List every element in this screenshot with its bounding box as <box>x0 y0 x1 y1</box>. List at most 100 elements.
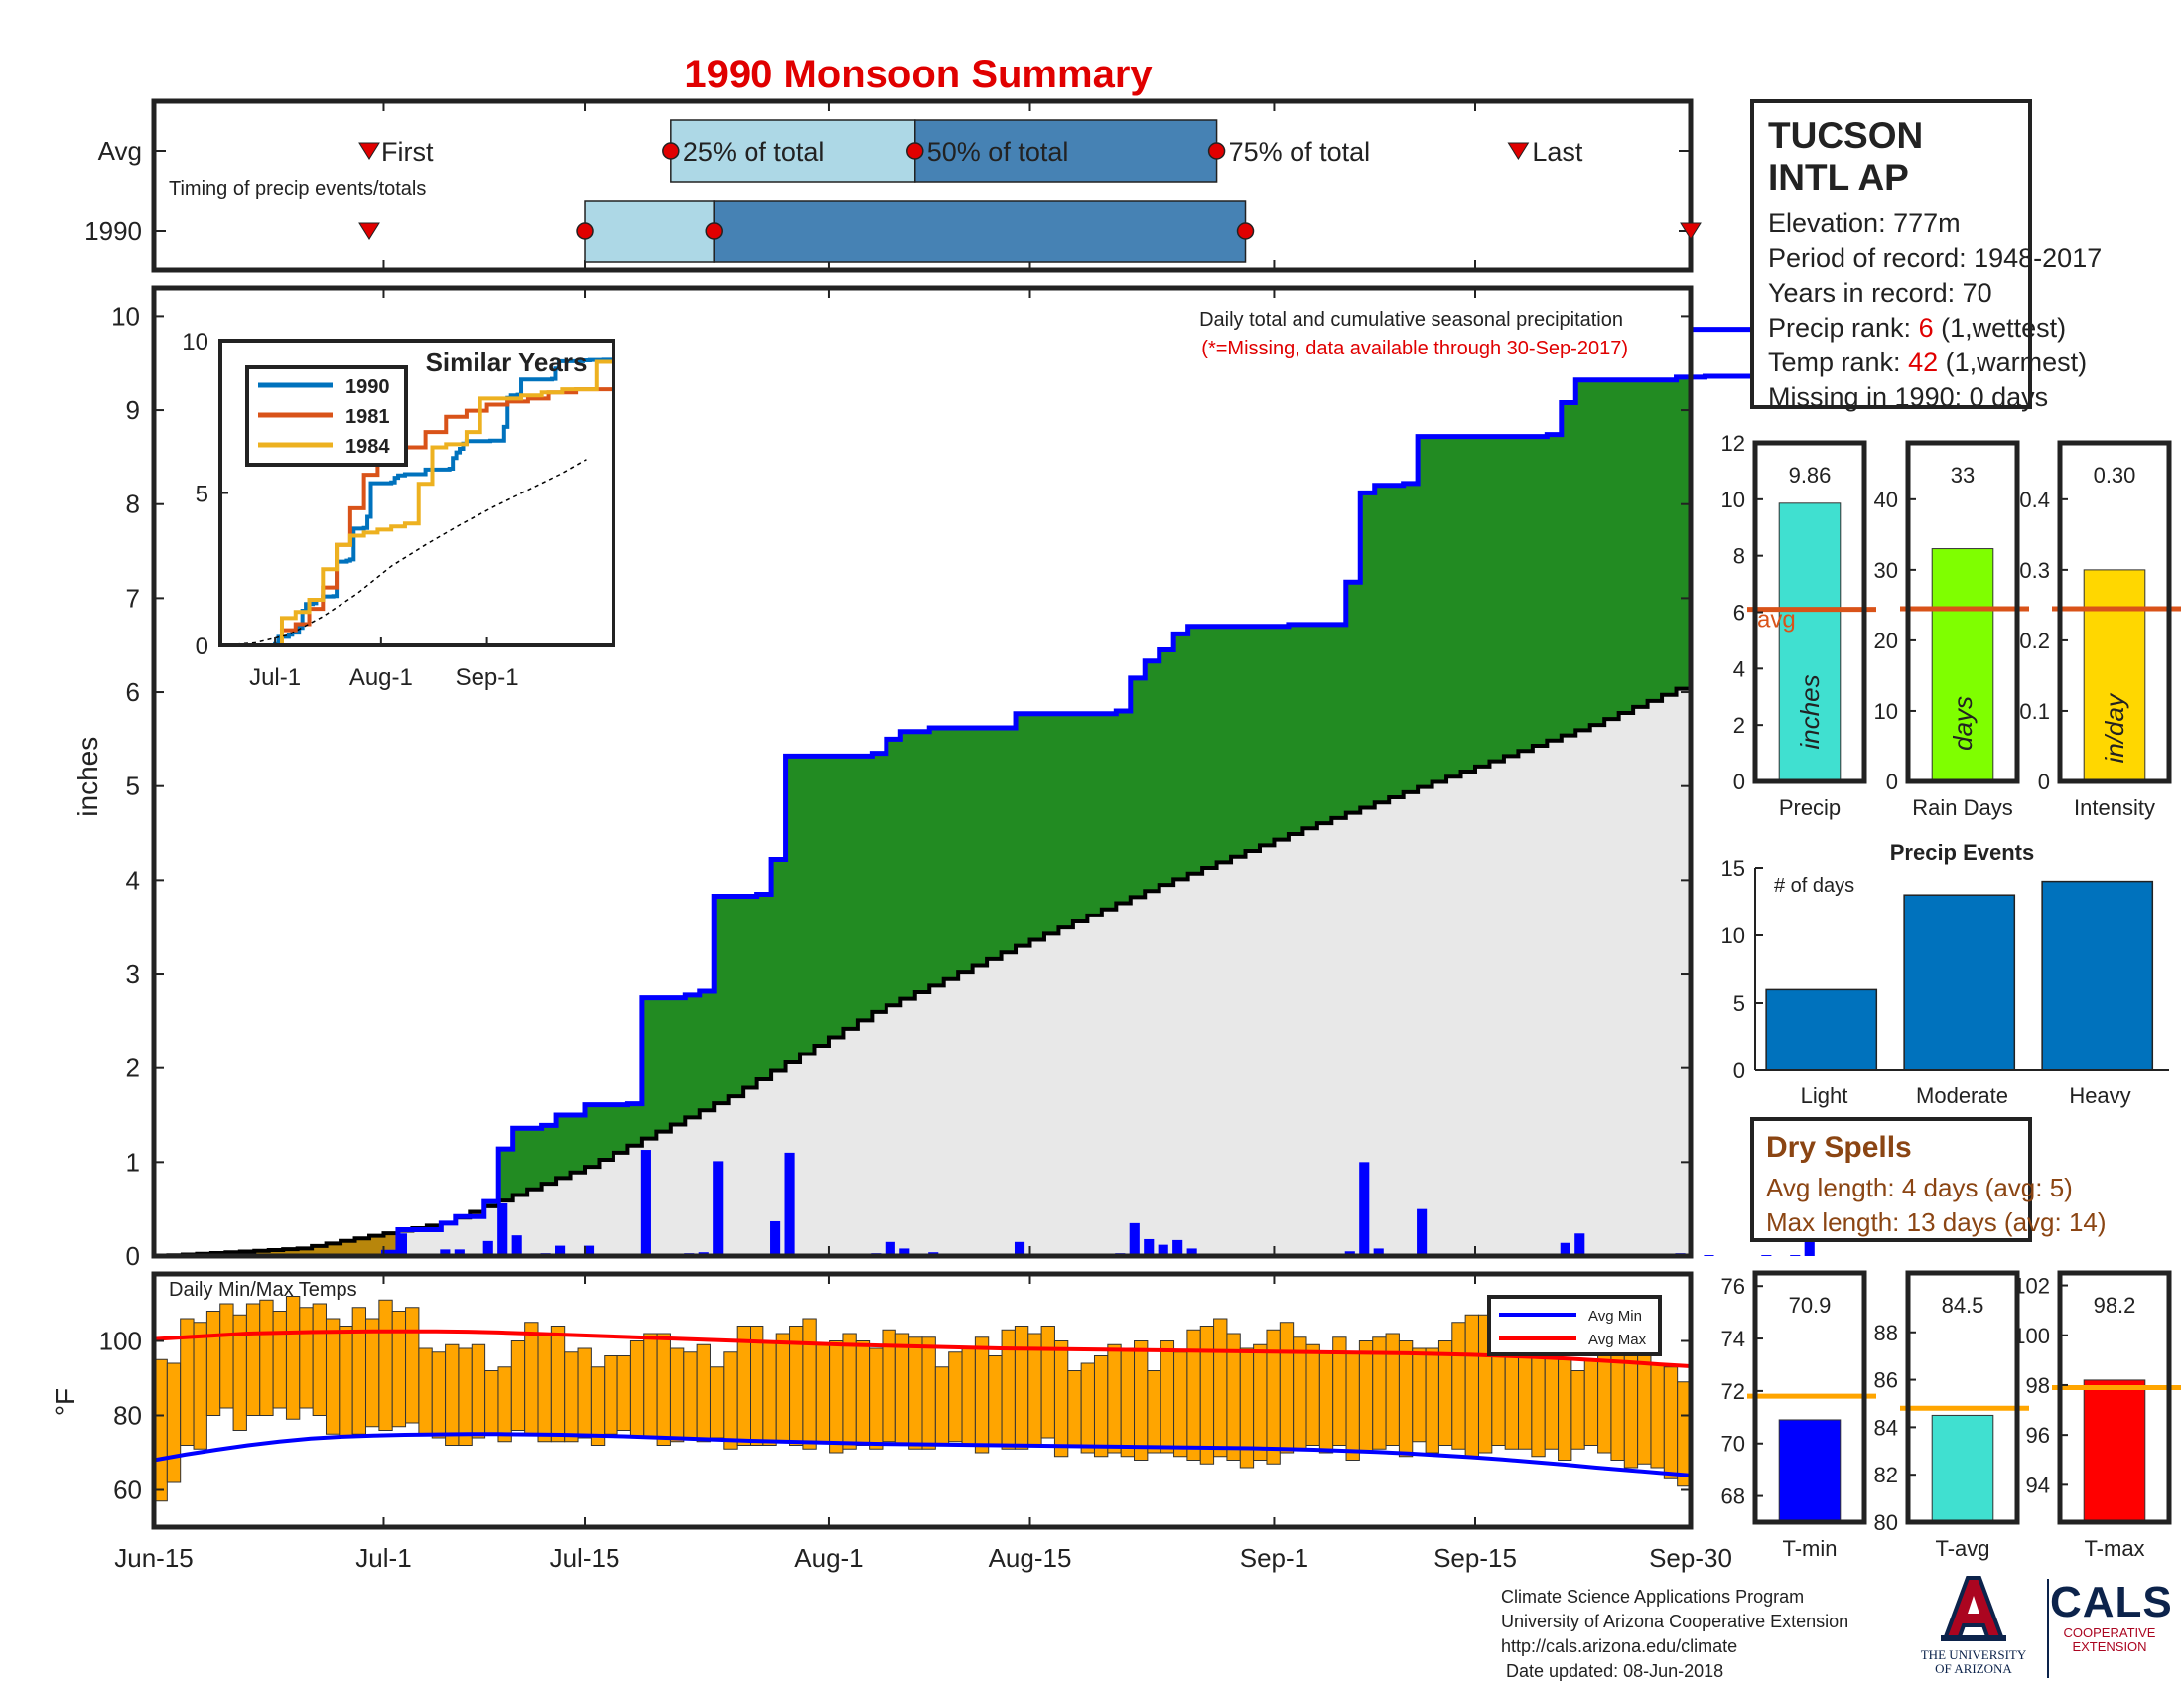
timing-percent-marker <box>662 142 680 160</box>
daily-temp-bar <box>908 1336 923 1450</box>
summary-y-tick-label: 94 <box>2026 1473 2050 1497</box>
timing-first-last-marker <box>1680 222 1702 240</box>
inset-x-tick-label: Sep-1 <box>456 664 519 691</box>
daily-precip-bar <box>1158 1244 1168 1256</box>
inset-series-line <box>219 459 587 646</box>
temp-legend-label: Avg Min <box>1588 1308 1642 1325</box>
daily-temp-bar <box>1425 1347 1439 1454</box>
daily-temp-bar <box>961 1347 976 1446</box>
daily-temp-bar <box>669 1347 685 1443</box>
daily-temp-bar <box>1623 1355 1639 1469</box>
daily-temp-bar <box>391 1311 407 1428</box>
station-years: Years in record: 70 <box>1768 278 1992 308</box>
daily-precip-bar <box>784 1152 795 1256</box>
daily-temp-bar <box>1663 1366 1679 1479</box>
summary-avg-label: avg <box>1757 607 1796 633</box>
cals-logo-sub-2: EXTENSION <box>2072 1639 2147 1654</box>
daily-temp-bar <box>219 1303 234 1409</box>
daily-precip-bar <box>899 1248 910 1256</box>
daily-temp-bar <box>1067 1370 1082 1446</box>
daily-temp-bar <box>312 1303 327 1416</box>
daily-precip-bar <box>454 1249 465 1256</box>
timing-panel: Avg 1990 First 25% of total 50% of total 75% … <box>84 98 1702 273</box>
summary-y-tick-label: 98 <box>2026 1373 2050 1398</box>
daily-temp-bar <box>1040 1326 1055 1439</box>
summary-y-tick-label: 10 <box>1721 488 1745 512</box>
summary-y-tick-label: 86 <box>1874 1368 1898 1393</box>
daily-temp-bar <box>988 1355 1003 1446</box>
summary-y-tick-label: 0 <box>1733 770 1745 794</box>
dry-spells-max-length: Max length: 13 days (avg: 14) <box>1766 1207 2107 1237</box>
daily-temps-panel: 60 80 100 Daily Min/Max Temps °F Avg Min Avg M… <box>50 1271 1732 1573</box>
daily-temp-bar <box>921 1336 936 1450</box>
daily-temp-bar <box>1134 1340 1149 1461</box>
timing-first-last-marker <box>358 222 380 240</box>
daily-temp-bar <box>1650 1362 1665 1469</box>
y-tick-label: 3 <box>126 959 140 989</box>
daily-precip-bar <box>1761 1255 1772 1256</box>
ua-logo-text-1: THE UNIVERSITY <box>1920 1647 2027 1662</box>
daily-temp-bar <box>1558 1358 1572 1461</box>
daily-temp-bar <box>643 1333 658 1439</box>
footer-credits: Climate Science Applications Program Uni… <box>1501 1585 1848 1684</box>
daily-temp-bar <box>577 1347 592 1439</box>
station-name: TUCSON INTL AP <box>1768 115 1924 198</box>
summary-frame <box>1905 1270 2020 1525</box>
daily-precip-bar <box>583 1245 595 1256</box>
daily-temp-bar <box>1610 1355 1625 1461</box>
daily-temp-bar <box>299 1307 314 1409</box>
summary-bar-inner-label: days <box>1948 696 1978 751</box>
temp-y-tick-label: 60 <box>113 1476 142 1505</box>
arizona-a-icon <box>1941 1576 2006 1641</box>
summary-bar <box>1778 502 1842 782</box>
inset-series-line <box>220 341 615 647</box>
summary-y-tick-label: 10 <box>1874 699 1898 724</box>
summary-value-label: 84.5 <box>1942 1293 1984 1318</box>
summary-value-label: 70.9 <box>1789 1293 1832 1318</box>
summary-precip-chart: days 0 10 20 30 40 33 Rain Days <box>1874 440 2029 820</box>
station-elevation: Elevation: 777m <box>1768 209 1961 238</box>
daily-temp-bar <box>829 1340 844 1454</box>
daily-temp-bar <box>1053 1340 1069 1458</box>
daily-temp-bar <box>471 1343 486 1439</box>
precip-rank-label: Precip rank: <box>1768 313 1912 343</box>
y-tick-label: 1 <box>126 1147 140 1177</box>
daily-temp-bar <box>815 1343 831 1443</box>
daily-precip-bar <box>1014 1241 1025 1256</box>
summary-temp-chart: 68 70 72 74 76 70.9 T-min <box>1721 1270 1876 1561</box>
timing-marker-label: First <box>381 137 434 167</box>
events-y-tick-label: 0 <box>1733 1058 1745 1083</box>
summary-bar-inner-label: inches <box>1795 674 1825 749</box>
cals-logo: CALS COOPERATIVE EXTENSION <box>2050 1579 2172 1654</box>
daily-temp-bar <box>537 1333 552 1443</box>
daily-temp-bar <box>1199 1326 1215 1465</box>
daily-precip-bar <box>511 1235 522 1256</box>
daily-precip-bar <box>1560 1242 1570 1256</box>
station-precip-rank: Precip rank: 6 (1,wettest) <box>1768 311 2066 346</box>
y-tick-label: 4 <box>126 865 140 895</box>
x-tick-label: Sep-1 <box>1240 1543 1308 1573</box>
precip-rank-value: 6 <box>1918 313 1934 343</box>
summary-y-tick-label: 72 <box>1721 1379 1745 1404</box>
x-tick-label: Jun-15 <box>114 1543 194 1573</box>
similar-years-inset: 0 5 10 Jul-1 Aug-1 Sep-1 Similar Years 1990 1981… <box>182 329 615 691</box>
daily-temp-bar <box>1412 1347 1427 1443</box>
daily-temp-bar <box>1570 1370 1585 1450</box>
daily-temp-bar <box>604 1355 618 1435</box>
temp-y-tick-label: 80 <box>113 1401 142 1431</box>
daily-temp-bar <box>1014 1326 1029 1450</box>
station-temp-rank: Temp rank: 42 (1,warmest) <box>1768 346 2087 380</box>
summary-y-tick-label: 68 <box>1721 1484 1745 1509</box>
daily-temp-bar <box>272 1311 287 1409</box>
precip-event-bar <box>1765 988 1878 1071</box>
daily-temp-bar <box>1147 1370 1161 1454</box>
summary-y-tick-label: 70 <box>1721 1432 1745 1457</box>
station-missing: Missing in 1990: 0 days <box>1768 382 2049 412</box>
daily-temp-bar <box>524 1322 539 1435</box>
summary-y-tick-label: 96 <box>2026 1423 2050 1448</box>
temp-legend-box <box>1487 1295 1662 1356</box>
daily-temp-bar <box>590 1366 606 1446</box>
daily-precip-bar <box>770 1220 781 1256</box>
daily-temp-bar <box>1398 1340 1414 1458</box>
